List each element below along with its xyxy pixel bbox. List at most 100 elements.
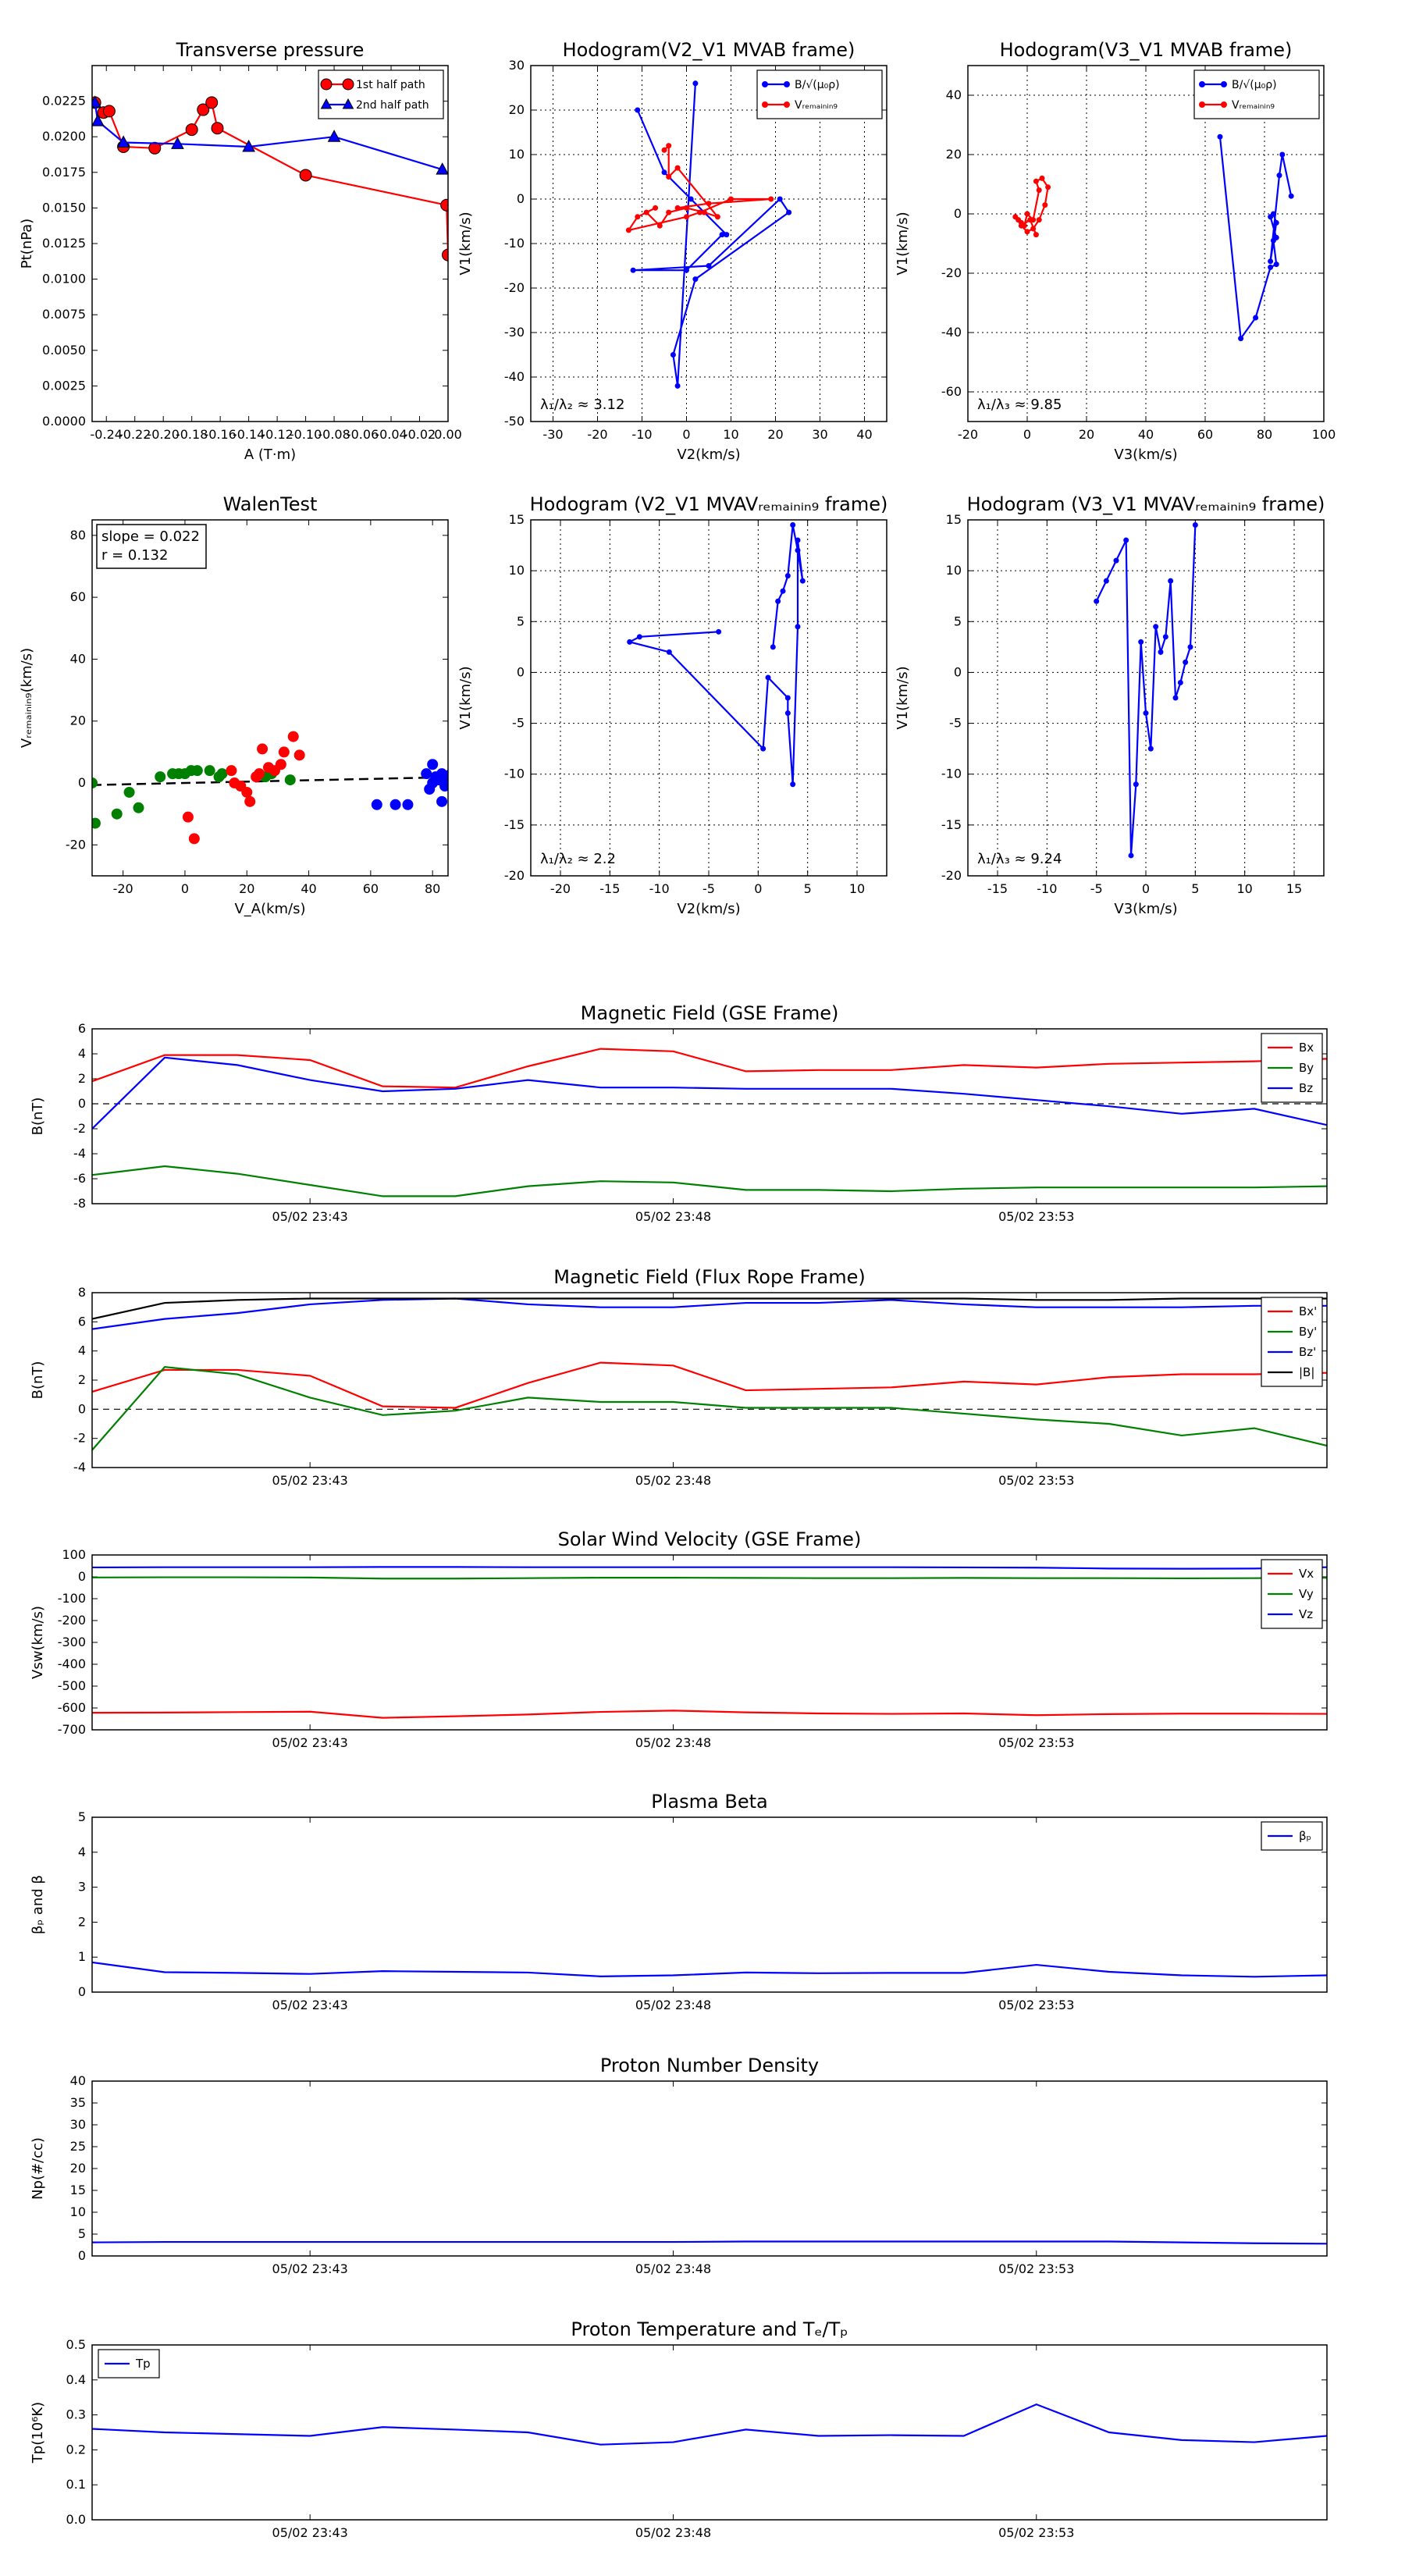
legend-box xyxy=(756,69,883,119)
data-point xyxy=(287,731,299,742)
y-tick-label: 100 xyxy=(62,1547,86,1562)
plot-frame xyxy=(91,2344,1328,2521)
plot-area xyxy=(1094,522,1198,859)
data-point xyxy=(684,267,689,273)
data-point xyxy=(241,786,253,798)
legend: Bx By Bz xyxy=(1261,1033,1323,1103)
y-tick-label: 0 xyxy=(954,206,962,221)
legend: Vx Vy Vz xyxy=(1261,1559,1323,1629)
y-tick-label: -5 xyxy=(512,716,525,731)
data-point xyxy=(1030,226,1037,232)
data-point xyxy=(760,745,767,752)
y-tick-label: -700 xyxy=(58,1722,86,1737)
legend-marker xyxy=(784,81,790,87)
data-point xyxy=(1103,578,1109,584)
y-tick-label: 80 xyxy=(70,528,86,543)
data-point xyxy=(1192,522,1198,528)
data-point xyxy=(684,214,689,220)
y-tick-label: 3 xyxy=(78,1880,86,1895)
x-tick-label: 10 xyxy=(849,881,865,896)
x-tick-label: -0.04 xyxy=(375,427,407,442)
eigen-ratio-label: λ₁/λ₃ ≈ 9.24 xyxy=(977,851,1062,867)
series-line-by xyxy=(92,1366,1327,1451)
x-tick-label: -0.22 xyxy=(119,427,151,442)
plot-frame xyxy=(967,65,1325,422)
chart-hodo4: Hodogram (V3_V1 MVAVᵣₑₘₐᵢₙᵢₙ₉ frame) -15 -… xyxy=(895,493,1325,917)
data-point xyxy=(775,598,781,604)
y-tick-label: 20 xyxy=(509,102,525,117)
y-tick-label: 5 xyxy=(78,2226,86,2241)
data-point xyxy=(226,765,237,777)
x-tick-label: 05/02 23:53 xyxy=(998,1209,1074,1224)
x-tick-label: 05/02 23:48 xyxy=(635,2525,711,2540)
data-point xyxy=(257,743,269,755)
data-point xyxy=(1045,184,1051,190)
y-tick-label: 0.1 xyxy=(66,2477,86,2492)
chart-beta: Plasma Beta 05/02 23:43 05/02 23:48 05/02 2… xyxy=(30,1791,1328,2012)
data-point xyxy=(1162,634,1168,640)
data-point xyxy=(1288,193,1294,199)
data-point xyxy=(1276,173,1282,179)
y-axis-label: Tp(10⁶K) xyxy=(30,2402,46,2464)
data-point xyxy=(1273,262,1279,268)
x-tick-label: 05/02 23:48 xyxy=(635,2261,711,2276)
data-point xyxy=(1177,679,1183,685)
data-point xyxy=(661,169,667,176)
chart-title: Plasma Beta xyxy=(651,1791,767,1813)
y-tick-label: 4 xyxy=(78,1845,86,1859)
legend-label: Bz' xyxy=(1299,1345,1316,1359)
data-point xyxy=(327,130,341,142)
data-point xyxy=(92,114,105,126)
plot-frame xyxy=(91,1816,1328,1993)
y-tick-label: 0 xyxy=(517,664,525,679)
x-tick-label: 05/02 23:43 xyxy=(272,2261,348,2276)
plot-area xyxy=(625,80,792,389)
y-tick-label: 20 xyxy=(70,713,86,728)
x-tick-label: -10 xyxy=(1037,881,1057,896)
y-tick-label: 15 xyxy=(70,2183,86,2197)
data-point xyxy=(1273,234,1279,240)
x-tick-label: 5 xyxy=(804,881,812,896)
data-point xyxy=(1172,695,1179,701)
data-point xyxy=(674,165,681,171)
legend-marker xyxy=(1199,101,1205,108)
data-point xyxy=(635,107,641,113)
legend-label: Vᵣₑₘₐᵢₙᵢₙ₉ xyxy=(795,99,838,112)
data-point xyxy=(1018,222,1024,229)
y-tick-label: -4 xyxy=(73,1460,86,1475)
legend-box xyxy=(1193,69,1320,119)
y-tick-label: 30 xyxy=(70,2117,86,2132)
stats-text: r = 0.132 xyxy=(101,547,168,564)
y-axis-label: βₚ and β xyxy=(30,1875,46,1934)
data-point xyxy=(1133,781,1139,788)
series-line-b xyxy=(633,83,791,386)
y-tick-label: 0.0175 xyxy=(42,165,86,180)
y-axis-label: V1(km/s) xyxy=(457,666,474,729)
series-line-vz xyxy=(92,1566,1327,1570)
series-line-vx xyxy=(92,1710,1327,1719)
data-point xyxy=(765,674,771,681)
data-point xyxy=(1027,217,1033,223)
x-tick-label: -15 xyxy=(987,881,1008,896)
y-tick-label: -40 xyxy=(504,369,525,384)
legend-marker xyxy=(784,101,790,108)
x-axis-label: V_A(km/s) xyxy=(234,901,305,917)
plot-frame xyxy=(530,65,887,422)
data-point xyxy=(1016,217,1022,223)
x-tick-label: 60 xyxy=(363,881,379,896)
x-tick-label: -0.14 xyxy=(233,427,265,442)
series-line-b xyxy=(1218,137,1293,341)
x-tick-label: 05/02 23:53 xyxy=(998,2261,1074,2276)
legend-label: Vx xyxy=(1299,1567,1314,1581)
data-point xyxy=(155,771,166,783)
chart-mag_fr: Magnetic Field (Flux Rope Frame) 05/02 23… xyxy=(30,1266,1328,1488)
series-line-bx xyxy=(92,1048,1327,1089)
x-tick-label: 05/02 23:53 xyxy=(998,1473,1074,1488)
data-point xyxy=(1268,258,1274,265)
chart-title: Transverse pressure xyxy=(176,39,365,61)
data-point xyxy=(211,122,224,135)
data-point xyxy=(133,802,144,813)
chart-vsw: Solar Wind Velocity (GSE Frame) 05/02 23:… xyxy=(30,1528,1328,1750)
data-point xyxy=(182,811,194,823)
data-point xyxy=(1024,229,1030,235)
